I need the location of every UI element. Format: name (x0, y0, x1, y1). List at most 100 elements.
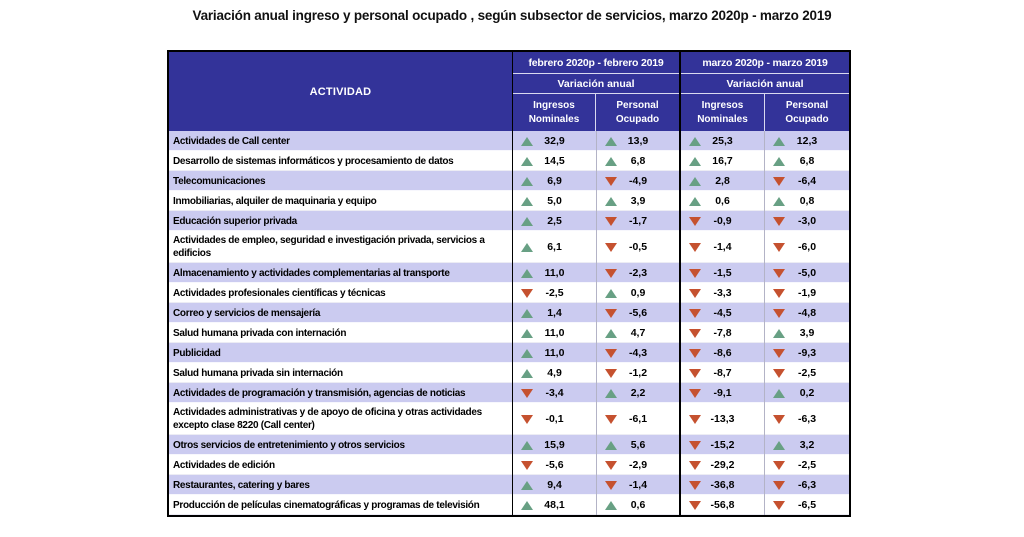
value-text: 2,2 (630, 387, 646, 399)
down-triangle-icon (773, 368, 785, 378)
table-row: Actividades de Call center 32,9 13,9 25,… (169, 131, 849, 151)
value-cell-mar-ingresos: -7,8 (681, 323, 765, 343)
value-cell-mar-ingresos: -29,2 (681, 455, 765, 475)
column-header-personal-ocupado-mar: Personal Ocupado (785, 99, 829, 125)
value-cell-mar-ingresos: 2,8 (681, 171, 765, 191)
value-cell-mar-personal: -3,0 (765, 211, 849, 231)
activity-label: Actividades de Call center (169, 131, 513, 151)
value-text: 11,0 (544, 267, 565, 279)
table-body: Actividades de Call center 32,9 13,9 25,… (169, 131, 849, 515)
column-header-actividad: ACTIVIDAD (169, 52, 513, 131)
period-header-febrero: febrero 2020p - febrero 2019 (513, 52, 679, 74)
activity-label: Actividades de empleo, seguridad e inves… (169, 231, 513, 263)
up-triangle-icon (521, 440, 533, 450)
value-cell-mar-personal: -1,9 (765, 283, 849, 303)
activity-label: Educación superior privada (169, 211, 513, 231)
value-text: -5,6 (545, 459, 564, 471)
value-cell-mar-personal: 3,9 (765, 323, 849, 343)
activity-label: Almacenamiento y actividades complementa… (169, 263, 513, 283)
value-text: -2,5 (797, 367, 817, 379)
up-triangle-icon (521, 136, 533, 146)
activity-label: Actividades de edición (169, 455, 513, 475)
value-text: -6,5 (797, 499, 817, 511)
activity-label: Publicidad (169, 343, 513, 363)
table-row: Restaurantes, catering y bares 9,4 -1,4 … (169, 475, 849, 495)
up-triangle-icon (773, 136, 785, 146)
subcolumn-headers-febrero: Ingresos Nominales Personal Ocupado (513, 94, 679, 131)
value-cell-feb-personal: 0,6 (597, 495, 681, 515)
value-cell-mar-personal: -5,0 (765, 263, 849, 283)
up-triangle-icon (605, 156, 617, 166)
down-triangle-icon (689, 460, 701, 470)
value-text: -13,3 (710, 413, 735, 425)
value-cell-mar-ingresos: -15,2 (681, 435, 765, 455)
value-cell-feb-personal: -1,4 (597, 475, 681, 495)
value-cell-mar-personal: 0,8 (765, 191, 849, 211)
up-triangle-icon (689, 156, 701, 166)
down-triangle-icon (605, 268, 617, 278)
table-row: Actividades profesionales científicas y … (169, 283, 849, 303)
value-cell-feb-personal: -5,6 (597, 303, 681, 323)
table-row: Educación superior privada 2,5 -1,7 -0,9… (169, 211, 849, 231)
value-cell-feb-personal: 13,9 (597, 131, 681, 151)
up-triangle-icon (521, 308, 533, 318)
value-cell-feb-personal: -6,1 (597, 403, 681, 435)
up-triangle-icon (605, 288, 617, 298)
value-cell-feb-personal: 4,7 (597, 323, 681, 343)
value-cell-mar-personal: 0,2 (765, 383, 849, 403)
table-row: Almacenamiento y actividades complementa… (169, 263, 849, 283)
value-text: 6,8 (630, 155, 646, 167)
value-text: -5,6 (628, 307, 648, 319)
value-cell-feb-personal: -1,7 (597, 211, 681, 231)
up-triangle-icon (689, 196, 701, 206)
down-triangle-icon (605, 460, 617, 470)
value-cell-mar-ingresos: -8,6 (681, 343, 765, 363)
value-text: -29,2 (710, 459, 735, 471)
value-cell-mar-ingresos: -36,8 (681, 475, 765, 495)
activity-label: Actividades administrativas y de apoyo d… (169, 403, 513, 435)
value-cell-feb-ingresos: 6,1 (513, 231, 597, 263)
up-triangle-icon (521, 268, 533, 278)
down-triangle-icon (773, 500, 785, 510)
value-text: -56,8 (710, 499, 735, 511)
value-text: 5,0 (547, 195, 562, 207)
value-cell-feb-ingresos: 11,0 (513, 323, 597, 343)
value-cell-feb-ingresos: 6,9 (513, 171, 597, 191)
value-text: -4,3 (628, 347, 648, 359)
down-triangle-icon (689, 328, 701, 338)
value-text: 14,5 (544, 155, 565, 167)
down-triangle-icon (521, 414, 533, 424)
value-text: 0,8 (799, 195, 815, 207)
value-text: 48,1 (544, 499, 565, 511)
value-text: -3,0 (797, 215, 817, 227)
value-cell-feb-personal: -0,5 (597, 231, 681, 263)
activity-label: Inmobiliarias, alquiler de maquinaria y … (169, 191, 513, 211)
value-text: 6,8 (799, 155, 815, 167)
value-cell-feb-ingresos: -2,5 (513, 283, 597, 303)
value-text: 4,9 (547, 367, 562, 379)
value-text: -8,7 (713, 367, 732, 379)
value-text: 16,7 (712, 155, 733, 167)
value-text: 2,8 (715, 175, 730, 187)
value-cell-mar-ingresos: 25,3 (681, 131, 765, 151)
down-triangle-icon (605, 242, 617, 252)
table-row: Producción de películas cinematográficas… (169, 495, 849, 515)
down-triangle-icon (521, 388, 533, 398)
value-text: -2,5 (797, 459, 817, 471)
value-cell-feb-ingresos: 14,5 (513, 151, 597, 171)
value-text: -3,4 (545, 387, 564, 399)
value-cell-feb-ingresos: 9,4 (513, 475, 597, 495)
down-triangle-icon (605, 176, 617, 186)
value-cell-feb-personal: 5,6 (597, 435, 681, 455)
down-triangle-icon (605, 348, 617, 358)
value-cell-mar-personal: -2,5 (765, 363, 849, 383)
value-cell-feb-ingresos: 2,5 (513, 211, 597, 231)
value-cell-mar-personal: -2,5 (765, 455, 849, 475)
value-cell-feb-personal: -4,3 (597, 343, 681, 363)
value-cell-mar-personal: 6,8 (765, 151, 849, 171)
value-text: 11,0 (544, 327, 565, 339)
value-text: 2,5 (547, 215, 562, 227)
down-triangle-icon (773, 348, 785, 358)
value-text: -0,9 (713, 215, 732, 227)
